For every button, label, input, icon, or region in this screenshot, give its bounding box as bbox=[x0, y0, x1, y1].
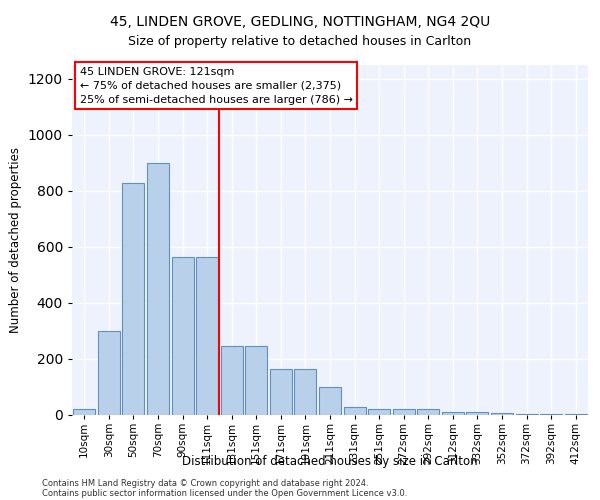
Bar bbox=[245, 346, 268, 415]
Bar bbox=[344, 406, 365, 415]
Bar bbox=[491, 413, 513, 415]
Bar bbox=[368, 410, 390, 415]
Bar bbox=[515, 414, 538, 415]
Bar bbox=[147, 163, 169, 415]
Bar bbox=[98, 331, 120, 415]
Bar bbox=[196, 257, 218, 415]
Bar bbox=[442, 412, 464, 415]
Text: 45 LINDEN GROVE: 121sqm
← 75% of detached houses are smaller (2,375)
25% of semi: 45 LINDEN GROVE: 121sqm ← 75% of detache… bbox=[80, 66, 353, 105]
Bar bbox=[221, 346, 243, 415]
Bar bbox=[540, 414, 562, 415]
Bar bbox=[73, 410, 95, 415]
Bar bbox=[295, 369, 316, 415]
Text: Contains HM Land Registry data © Crown copyright and database right 2024.: Contains HM Land Registry data © Crown c… bbox=[42, 478, 368, 488]
Bar bbox=[466, 412, 488, 415]
Bar bbox=[417, 410, 439, 415]
Text: 45, LINDEN GROVE, GEDLING, NOTTINGHAM, NG4 2QU: 45, LINDEN GROVE, GEDLING, NOTTINGHAM, N… bbox=[110, 15, 490, 29]
Text: Contains public sector information licensed under the Open Government Licence v3: Contains public sector information licen… bbox=[42, 488, 407, 498]
Y-axis label: Number of detached properties: Number of detached properties bbox=[9, 147, 22, 333]
Bar bbox=[319, 387, 341, 415]
Text: Distribution of detached houses by size in Carlton: Distribution of detached houses by size … bbox=[182, 455, 478, 468]
Text: Size of property relative to detached houses in Carlton: Size of property relative to detached ho… bbox=[128, 35, 472, 48]
Bar bbox=[270, 369, 292, 415]
Bar bbox=[172, 257, 194, 415]
Bar bbox=[565, 414, 587, 415]
Bar bbox=[392, 410, 415, 415]
Bar bbox=[122, 182, 145, 415]
